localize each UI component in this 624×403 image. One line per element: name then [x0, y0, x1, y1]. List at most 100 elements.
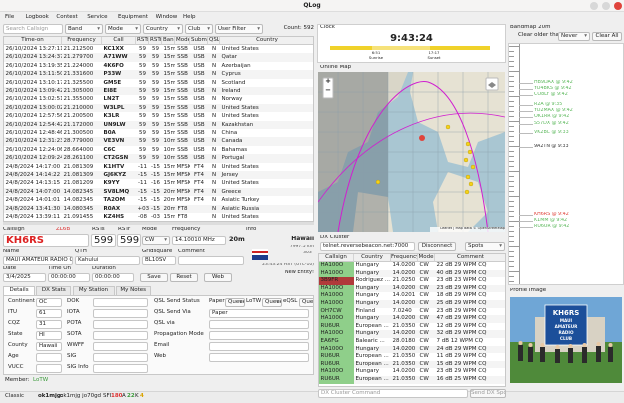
log-row[interactable]: 24/8/2024 14:07:00 14.082345 SV8LMQ -15 -15 2… — [4, 187, 313, 197]
column-header[interactable]: RSTs — [136, 37, 149, 45]
log-row[interactable]: 26/10/2024 13:00:02 21.210000 W3LPL 59 59 15m… — [4, 103, 313, 113]
duration-input[interactable]: 00:00:00 — [92, 273, 134, 282]
log-row[interactable]: 26/10/2024 13:11:50 21.331600 P33W 59 59 15m S… — [4, 70, 313, 79]
clear-select[interactable]: Never — [558, 32, 590, 41]
spot-row[interactable]: HA100O Hungary 14.0200 CW 24 dB 29 WPM CQ — [319, 345, 505, 354]
column-header[interactable]: Submode — [190, 37, 208, 45]
log-row[interactable]: 26/10/2024 12:09:24 28.261100 CT2GSN 59 59 10… — [4, 154, 313, 163]
filter-select[interactable]: User Filter — [215, 24, 263, 34]
spot-row[interactable]: RU6UR European ... 21.0350 CW 15 dB 29 WPM C… — [319, 360, 505, 369]
action-button[interactable]: Reset — [170, 273, 198, 282]
menu-item[interactable]: Window — [155, 14, 178, 20]
qsl-status-select[interactable]: Queued — [225, 298, 245, 307]
log-row[interactable]: 24/8/2024 14:14:22 21.081309 GJ6KYZ -15 -15 1… — [4, 171, 313, 180]
column-header[interactable]: Callsign — [319, 254, 354, 262]
detail-field[interactable] — [93, 342, 148, 351]
spot-row[interactable]: RU6UR European ... 21.0350 CW 12 dB 29 WPM C… — [319, 322, 505, 331]
detail-field[interactable] — [36, 353, 62, 362]
log-row[interactable]: 26/10/2024 12:31:23 28.779000 VE3VN 59 59 10m… — [4, 137, 313, 146]
log-row[interactable]: 26/10/2024 12:24:06 28.664000 C6C 59 59 10m SS… — [4, 145, 313, 155]
log-row[interactable]: 26/10/2024 12:57:56 21.200500 K3LR 59 59 15m S… — [4, 112, 313, 121]
detail-field[interactable] — [93, 364, 148, 373]
bandmap-spot[interactable]: R2A @ 9:35 — [534, 102, 563, 107]
spot-row[interactable]: OH7CW Finland 7.0240 CW 23 dB 29 WPM CQ — [319, 307, 505, 316]
log-row[interactable]: 24/8/2024 13:41:30 14.080345 R0AX +03 -15 20m… — [4, 204, 313, 213]
detail-field[interactable] — [209, 353, 309, 362]
qth-input[interactable]: Kahului — [75, 256, 140, 265]
send-spot-button[interactable]: Send DX Spot — [470, 389, 506, 398]
callsign-input[interactable]: KH6RS — [3, 234, 89, 247]
tab[interactable]: DX Stats — [36, 286, 72, 295]
log-row[interactable]: 26/10/2024 12:54:42 21.172000 UN9LW 59 59 15m… — [4, 120, 313, 129]
gridsquare-input[interactable]: BL10SV — [142, 256, 176, 265]
detail-field[interactable] — [93, 298, 148, 307]
bandmap-spot[interactable]: YO4BKS @ 9:42 — [534, 86, 572, 91]
log-row[interactable]: 24/8/2024 14:17:00 21.081309 K1HTV -11 -15 15… — [4, 162, 313, 171]
filter-select[interactable]: Club — [185, 24, 213, 34]
comment-input[interactable] — [178, 256, 244, 265]
log-row[interactable]: 26/10/2024 13:10:17 21.325500 GM5E 59 59 15m S… — [4, 78, 313, 87]
filter-select[interactable]: Band — [65, 24, 103, 34]
rsts-input[interactable]: 599 — [91, 234, 116, 247]
menu-item[interactable]: Logbook — [25, 14, 49, 20]
tab[interactable]: My Notes — [115, 286, 151, 295]
spot-row[interactable]: HA100O Hungary 14.0200 CW 25 dB 29 WPM CQ — [319, 300, 505, 308]
menu-item[interactable]: Service — [87, 14, 108, 20]
log-row[interactable]: 26/10/2024 13:24:37 21.279700 A71WW 59 59 15m… — [4, 53, 313, 62]
server-input[interactable]: telnet.reversebeacon.net:7000 — [320, 242, 415, 251]
spot-row[interactable]: RU6UR European ... 21.0350 CW 16 dB 25 WPM C… — [319, 376, 505, 384]
spot-row[interactable]: HA100O Hungary 14.0200 CW 47 dB 29 WPM CQ — [319, 315, 505, 323]
frequency-input[interactable]: 14.10010 MHz — [172, 236, 226, 245]
menu-item[interactable]: File — [5, 14, 15, 20]
spot-row[interactable]: HA100O Hungary 14.0200 CW 22 dB 29 WPM CQ — [319, 262, 505, 270]
zoom-in[interactable]: + — [325, 78, 331, 85]
disconnect-button[interactable]: Disconnect — [418, 242, 456, 251]
command-input[interactable]: DX Cluster Command — [318, 389, 468, 398]
window-button[interactable] — [590, 2, 598, 10]
name-input[interactable]: MAUI AMATEUR RADIO CL — [3, 256, 73, 265]
detail-field[interactable] — [209, 342, 309, 351]
spot-row[interactable]: RU6UR European ... 21.0350 CW 11 dB 29 WPM C… — [319, 353, 505, 361]
log-row[interactable]: 26/10/2024 12:48:46 21.300500 B0A 59 59 15m SS… — [4, 129, 313, 138]
column-header[interactable]: Frequency — [62, 37, 102, 45]
detail-field[interactable] — [93, 320, 148, 329]
spot-row[interactable]: HA100O Hungary 14.0200 CW 23 dB 29 WPM CQ — [319, 284, 505, 293]
spot-row[interactable]: HA100O Hungary 14.0201 CW 18 dB 29 WPM CQ — [319, 292, 505, 300]
detail-field[interactable] — [93, 331, 148, 340]
column-header[interactable]: Time-on — [4, 37, 62, 45]
menu-item[interactable]: Help — [183, 14, 196, 20]
qsl-status-select[interactable]: Queued — [299, 298, 313, 307]
bandmap-spot[interactable]: KH6RS @ 9:42 — [534, 212, 569, 217]
spot-row[interactable]: 3B9FR Rodriguez ... 21.0250 CW 23 dB 23 WPM … — [319, 277, 505, 285]
detail-field[interactable] — [93, 353, 148, 362]
detail-field[interactable] — [36, 364, 62, 373]
menu-item[interactable]: Contest — [56, 14, 78, 20]
spot-row[interactable]: HA100O Hungary 14.0200 CW 23 dB 29 WPM CQ — [319, 368, 505, 376]
column-header[interactable]: Mode — [418, 254, 435, 262]
column-header[interactable]: Country — [220, 37, 313, 45]
spot-row[interactable]: HA100O Hungary 14.0200 CW 40 dB 29 WPM CQ — [319, 269, 505, 278]
bandmap-spot[interactable]: 9A2TN @ 9:33 — [534, 144, 569, 149]
log-row[interactable]: 24/8/2024 13:39:11 21.091455 KZ4HS -08 -03 15… — [4, 213, 313, 221]
bandmap-spot[interactable]: K1MM @ 9:42 — [534, 218, 568, 223]
log-row[interactable]: 26/10/2024 13:19:35 21.224000 4K6FO 59 59 15m… — [4, 61, 313, 71]
bandmap-spot[interactable]: RU6UR @ 9:42 — [534, 224, 570, 229]
menu-item[interactable]: Equipment — [118, 14, 148, 20]
detail-field[interactable]: Hawaii — [36, 342, 62, 351]
log-row[interactable]: 26/10/2024 13:09:42 21.305000 EI8E 59 59 15m S… — [4, 87, 313, 96]
bandmap-spot[interactable]: S57DX @ 9:42 — [534, 121, 569, 126]
detail-field[interactable]: Paper — [209, 309, 309, 318]
window-button[interactable] — [614, 2, 622, 10]
window-button[interactable] — [602, 2, 610, 10]
view-select[interactable]: Spots — [465, 242, 505, 251]
detail-field[interactable] — [209, 331, 309, 340]
action-button[interactable]: Save — [140, 273, 168, 282]
spot-row[interactable]: HA100O Hungary 14.0200 CW 32 dB 29 WPM CQ — [319, 330, 505, 338]
tab[interactable]: My Station — [72, 286, 115, 295]
bandmap-spot[interactable]: OK1RR @ 9:42 — [534, 114, 570, 119]
date-input[interactable]: 3/4/2025 — [3, 273, 46, 282]
rstr-input[interactable]: 599 — [117, 234, 141, 247]
filter-select[interactable]: Country — [143, 24, 183, 34]
qsl-status-select[interactable]: Queued — [262, 298, 282, 307]
column-header[interactable]: Call — [102, 37, 136, 45]
